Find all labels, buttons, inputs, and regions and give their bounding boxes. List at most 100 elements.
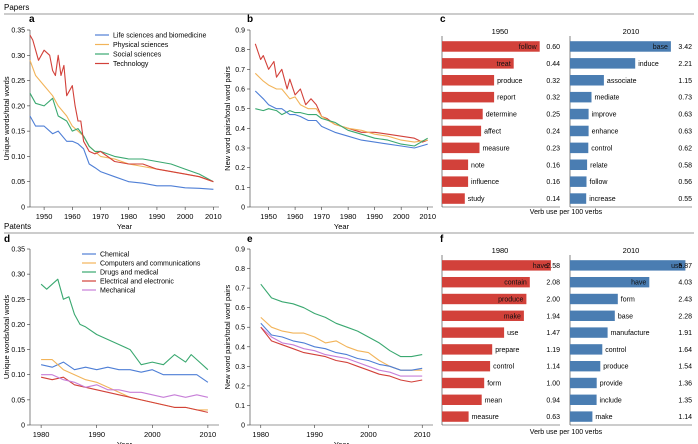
y-tick-label: 0.10	[11, 154, 25, 161]
bar-make	[442, 310, 524, 321]
y-tick-label: 0.25	[11, 297, 25, 304]
bar-study	[442, 193, 465, 204]
bar-use	[442, 327, 505, 338]
bar-value-label: 0.24	[546, 128, 560, 135]
bar-have	[570, 276, 650, 288]
bar-category-label: associate	[607, 78, 637, 85]
y-tick-label: 0.20	[11, 103, 25, 110]
bar-category-label: report	[497, 95, 515, 102]
y-axis-label: Unique words/total words	[2, 295, 11, 379]
y-tick-label: 0.7	[235, 67, 245, 74]
legend-label: Drugs and medical	[100, 270, 159, 277]
bar-value-label: 0.63	[678, 128, 692, 135]
y-axis-label: New word pairs/total word pairs	[223, 66, 232, 171]
bar-category-label: increase	[589, 196, 616, 203]
y-tick-label: 0.8	[235, 266, 245, 273]
x-tick-label: 2000	[144, 430, 161, 439]
bar-category-label: contain	[504, 280, 527, 287]
y-tick-label: 0.35	[11, 247, 25, 254]
legend-label: Chemical	[100, 252, 130, 259]
x-tick-label: 1980	[33, 430, 50, 439]
bar-value-label: 0.60	[546, 44, 560, 51]
bar-category-label: have	[533, 263, 548, 270]
bar-include	[570, 394, 597, 405]
bar-contain	[442, 276, 530, 288]
bar-category-label: mediate	[595, 95, 620, 102]
legend-label: Physical sciences	[113, 42, 169, 49]
y-tick-label: 0.10	[11, 372, 25, 379]
x-axis-label: Year	[117, 222, 133, 231]
y-tick-label: 0.7	[235, 286, 245, 293]
bar-affect	[442, 125, 482, 137]
y-tick-label: 0.4	[235, 126, 245, 133]
bar-value-label: 2.43	[678, 297, 692, 304]
bar-value-label: 0.63	[546, 414, 560, 421]
legend-label: Social sciences	[113, 52, 162, 59]
bar-use	[570, 260, 686, 271]
bar-category-label: mean	[485, 397, 503, 404]
x-tick-label: 2010	[205, 212, 222, 221]
y-tick-label: 0.20	[11, 322, 25, 329]
bar-value-label: 1.91	[678, 330, 692, 337]
bar-category-label: relate	[590, 162, 608, 169]
bar-category-label: manufacture	[611, 330, 650, 337]
bar-relate	[570, 159, 588, 171]
y-tick-label: 0.30	[11, 272, 25, 279]
panel-c: c 1950 follow 0.60 treat 0.44 produce 0.32 repor…	[440, 14, 692, 216]
legend-label: Computers and communications	[100, 261, 201, 268]
x-tick-label: 1980	[340, 212, 357, 221]
bar-category-label: enhance	[592, 128, 619, 135]
panel-e: e 0 0.1 0.2 0.3 0.4 0.5 0.6 0.7 0.8 0.9 1980 1990 200…	[223, 234, 433, 444]
y-tick-label: 0.5	[235, 325, 245, 332]
bar-value-label: 0.58	[678, 162, 692, 169]
bar-induce	[570, 58, 636, 69]
bar-category-label: produce	[497, 78, 522, 85]
bar-base	[570, 310, 615, 321]
y-axis-label: Unique words/total words	[2, 76, 11, 160]
series-line-social	[255, 108, 428, 147]
bar-produce	[442, 293, 527, 305]
legend-label: Mechanical	[100, 288, 136, 295]
series-line-electrical	[260, 326, 423, 383]
bar-produce	[442, 75, 495, 86]
series-line-chemical	[260, 322, 423, 371]
bar-value-label: 0.23	[546, 145, 560, 152]
bar-value-label: 2.28	[678, 313, 692, 320]
section-title-patents: Patents	[4, 222, 31, 231]
y-tick-label: 0	[241, 205, 245, 212]
bar-prepare	[442, 344, 493, 355]
panel-d: d 0 0.05 0.10 0.15 0.20 0.25 0.30 0.35 1980 1990 20…	[2, 234, 219, 444]
series-line-tech	[254, 43, 428, 143]
bar-associate	[570, 75, 604, 86]
bar-category-label: use	[671, 263, 682, 270]
panel-letter: c	[440, 14, 446, 25]
bar-category-label: include	[600, 397, 622, 404]
bar-increase	[570, 193, 587, 204]
y-tick-label: 0.30	[11, 53, 25, 60]
y-tick-label: 0.2	[235, 165, 245, 172]
bar-value-label: 1.19	[546, 347, 560, 354]
y-tick-label: 0.15	[11, 129, 25, 136]
bar-value-label: 1.15	[678, 78, 692, 85]
x-tick-label: 1990	[366, 212, 383, 221]
bar-value-label: 1.36	[678, 381, 692, 388]
x-tick-label: 2000	[393, 212, 410, 221]
bar-control	[570, 344, 603, 355]
bar-value-label: 1.14	[546, 364, 560, 371]
bar-category-label: make	[504, 313, 521, 320]
bar-value-label: 0.56	[678, 179, 692, 186]
bar-value-label: 2.58	[546, 263, 560, 270]
series-line-chemical	[40, 361, 209, 383]
section-title-papers: Papers	[4, 3, 29, 12]
bar-control	[570, 142, 589, 154]
bar-produce	[570, 360, 601, 372]
bar-category-label: follow	[590, 179, 609, 186]
y-tick-label: 0.1	[235, 403, 245, 410]
panel-letter: f	[440, 234, 444, 245]
bar-value-label: 1.47	[546, 330, 560, 337]
bar-follow	[570, 176, 587, 187]
bar-value-label: 1.00	[546, 381, 560, 388]
bar-category-label: form	[621, 297, 635, 304]
series-line-drugs-and-medical	[40, 278, 209, 371]
bar-report	[442, 91, 495, 103]
